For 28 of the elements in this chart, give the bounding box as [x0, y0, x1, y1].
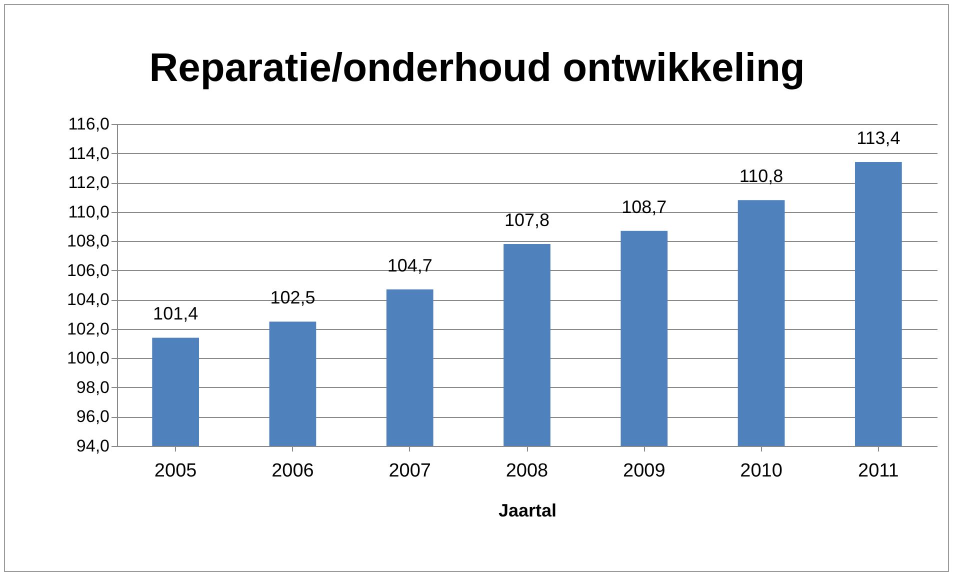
x-tick-label: 2007	[388, 460, 431, 482]
y-tick-label: 100,0	[66, 348, 110, 368]
y-tick-label: 114,0	[68, 144, 110, 163]
chart-title: Reparatie/onderhoud ontwikkeling	[149, 46, 805, 90]
x-tick-label: 2009	[623, 460, 666, 482]
data-label: 102,5	[270, 288, 316, 308]
data-label: 110,8	[739, 166, 784, 186]
x-tick-label: 2006	[272, 460, 314, 482]
x-tick-label: 2010	[740, 460, 782, 482]
x-tick-label: 2005	[154, 460, 197, 482]
y-tick-label: 98,0	[76, 378, 110, 397]
x-axis-title: Jaartal	[498, 500, 557, 520]
x-tick-label: 2008	[506, 460, 548, 482]
y-tick-label: 112,0	[68, 173, 110, 192]
data-label: 104,7	[387, 255, 432, 276]
data-label: 101,4	[153, 304, 198, 324]
y-tick-label: 102,0	[66, 319, 110, 338]
data-label: 108,7	[622, 196, 667, 217]
x-tick-label: 2011	[858, 460, 899, 482]
y-tick-label: 108,0	[66, 232, 110, 251]
y-tick-label: 94,0	[76, 436, 110, 456]
data-label: 113,4	[856, 128, 900, 148]
y-tick-label: 104,0	[66, 290, 110, 310]
data-label: 107,8	[504, 210, 550, 230]
y-tick-label: 110,0	[68, 202, 110, 222]
y-tick-label: 106,0	[66, 260, 110, 280]
y-tick-label: 96,0	[76, 407, 110, 426]
y-tick-label: 116,0	[68, 114, 110, 134]
